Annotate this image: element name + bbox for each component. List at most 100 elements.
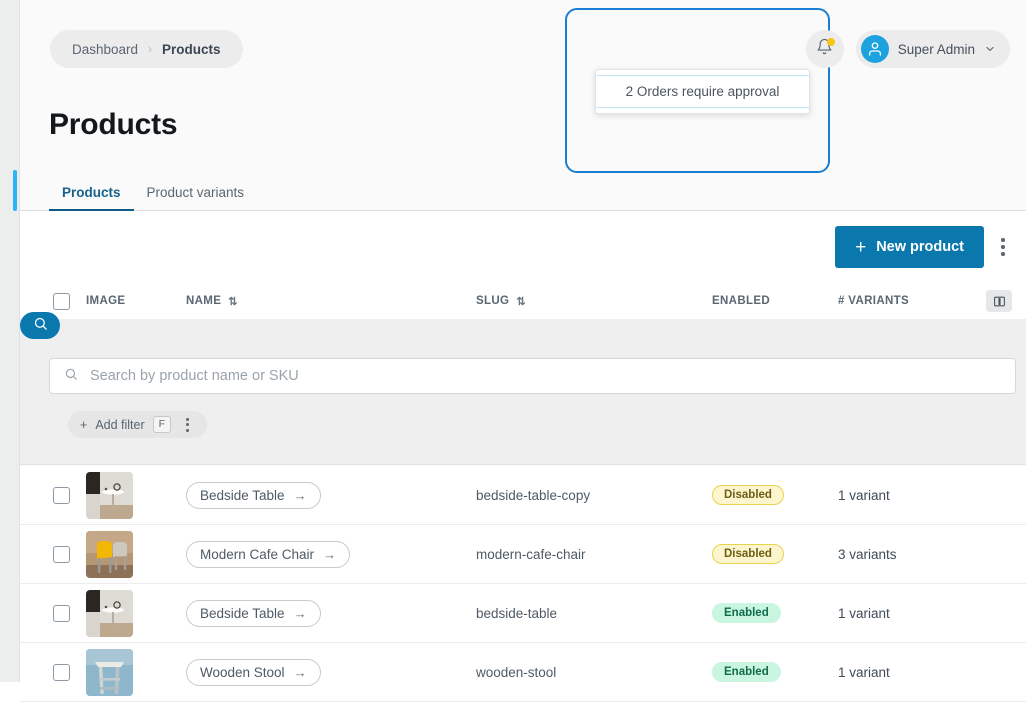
select-all-checkbox[interactable] (53, 292, 70, 310)
notification-item[interactable]: 2 Orders require approval (596, 75, 809, 108)
row-slug: bedside-table-copy (476, 487, 591, 503)
search-icon (33, 316, 48, 336)
header-focus-ring (565, 8, 830, 173)
row-checkbox[interactable] (53, 663, 70, 681)
table-toolbar: + New product (20, 211, 1026, 283)
add-filter-button[interactable]: + Add filter F (68, 411, 208, 438)
notification-badge-dot (826, 38, 835, 46)
column-header-name-label: NAME (186, 295, 222, 307)
page-surface: Dashboard › Products Products (20, 0, 1026, 702)
row-name-cell: Wooden Stool → (186, 658, 476, 686)
row-select-cell (20, 486, 86, 504)
search-toggle-button[interactable] (20, 312, 60, 339)
add-filter-label: Add filter (95, 417, 145, 432)
plus-icon: + (855, 236, 867, 258)
column-header-slug-label: SLUG (476, 295, 510, 307)
row-checkbox[interactable] (53, 545, 70, 563)
column-header-name[interactable]: NAME ⇅ (186, 295, 476, 308)
product-name-label: Wooden Stool (200, 664, 285, 680)
tab-products[interactable]: Products (49, 185, 134, 211)
product-name-label: Modern Cafe Chair (200, 546, 315, 562)
rail-active-indicator (13, 170, 17, 211)
add-filter-shortcut-key: F (152, 415, 172, 434)
product-link[interactable]: Bedside Table → (186, 599, 321, 627)
row-enabled-cell: Enabled (712, 603, 838, 623)
row-select-cell (20, 604, 86, 622)
row-enabled-cell: Disabled (712, 544, 838, 564)
arrow-right-icon: → (323, 546, 337, 562)
bedside-table-photo (86, 589, 133, 637)
column-header-image: IMAGE (86, 295, 126, 307)
status-badge: Disabled (712, 544, 784, 564)
plus-icon: + (80, 417, 88, 432)
column-settings-icon[interactable] (986, 290, 1012, 312)
product-link[interactable]: Bedside Table → (186, 481, 321, 509)
row-image-cell (86, 648, 186, 696)
row-variants: 1 variant (838, 605, 890, 621)
row-variants: 1 variant (838, 664, 890, 680)
row-slug: bedside-table (476, 605, 558, 621)
row-select-cell (20, 545, 86, 563)
row-enabled-cell: Disabled (712, 485, 838, 505)
status-badge: Enabled (712, 603, 781, 623)
row-name-cell: Bedside Table → (186, 481, 476, 509)
product-table-body: Bedside Table → bedside-table-copy Disab… (20, 466, 1026, 702)
search-icon (64, 367, 78, 386)
sort-icon[interactable]: ⇅ (516, 295, 525, 308)
row-image-cell (86, 589, 186, 637)
column-header-slug[interactable]: SLUG ⇅ (476, 295, 712, 308)
status-badge: Enabled (712, 662, 781, 682)
new-product-button[interactable]: + New product (835, 226, 984, 268)
new-product-label: New product (876, 239, 964, 255)
row-name-cell: Bedside Table → (186, 599, 476, 627)
row-slug: wooden-stool (476, 664, 557, 680)
page-title: Products (49, 108, 178, 141)
table-row[interactable]: Wooden Stool → wooden-stool Enabled 1 va… (20, 643, 1026, 702)
header-actions: Super Admin (805, 30, 1010, 68)
left-rail (0, 0, 20, 682)
breadcrumb[interactable]: Dashboard › Products (50, 30, 243, 68)
arrow-right-icon: → (293, 487, 307, 503)
product-link[interactable]: Modern Cafe Chair → (186, 540, 351, 568)
row-slug: modern-cafe-chair (476, 546, 586, 562)
product-link[interactable]: Wooden Stool → (186, 658, 321, 686)
row-checkbox[interactable] (53, 604, 70, 622)
column-tools-cell (978, 290, 1026, 312)
column-header-enabled: ENABLED (712, 295, 771, 307)
wooden-stool-photo (86, 648, 133, 696)
page-header: Dashboard › Products Products (20, 0, 1026, 173)
user-menu-button[interactable]: Super Admin (855, 30, 1010, 68)
tab-product-variants[interactable]: Product variants (146, 185, 245, 200)
row-enabled-cell: Enabled (712, 662, 838, 682)
row-checkbox[interactable] (53, 486, 70, 504)
breadcrumb-item-dashboard[interactable]: Dashboard (72, 41, 139, 57)
search-filter-panel: + Add filter F (20, 312, 1026, 465)
select-all-cell (20, 292, 86, 310)
user-name-label: Super Admin (897, 41, 975, 57)
row-image-cell (86, 530, 186, 578)
table-row[interactable]: Bedside Table → bedside-table Enabled 1 … (20, 584, 1026, 643)
row-variants: 3 variants (838, 546, 897, 562)
filter-overflow-menu-icon[interactable] (179, 415, 195, 435)
notifications-button[interactable] (805, 30, 844, 68)
table-header-row: IMAGE NAME ⇅ SLUG ⇅ ENABLED # VARIANTS (20, 283, 1026, 319)
column-header-variants: # VARIANTS (838, 295, 910, 307)
sort-icon[interactable]: ⇅ (228, 295, 237, 308)
table-row[interactable]: Modern Cafe Chair → modern-cafe-chair Di… (20, 525, 1026, 584)
row-variants: 1 variant (838, 487, 890, 503)
arrow-right-icon: → (293, 605, 307, 621)
avatar (860, 35, 889, 63)
breadcrumb-item-products[interactable]: Products (162, 41, 221, 57)
toolbar-overflow-menu-icon[interactable] (990, 230, 1016, 264)
product-name-label: Bedside Table (200, 487, 285, 503)
row-image-cell (86, 471, 186, 519)
search-input[interactable] (88, 367, 1001, 385)
notifications-dropdown: 2 Orders require approval (595, 69, 810, 114)
table-row[interactable]: Bedside Table → bedside-table-copy Disab… (20, 466, 1026, 525)
tab-bar: Products Product variants (20, 170, 1026, 211)
cafe-chair-photo (86, 530, 133, 578)
search-field-wrapper[interactable] (49, 358, 1016, 394)
product-name-label: Bedside Table (200, 605, 285, 621)
arrow-right-icon: → (293, 664, 307, 680)
row-select-cell (20, 663, 86, 681)
